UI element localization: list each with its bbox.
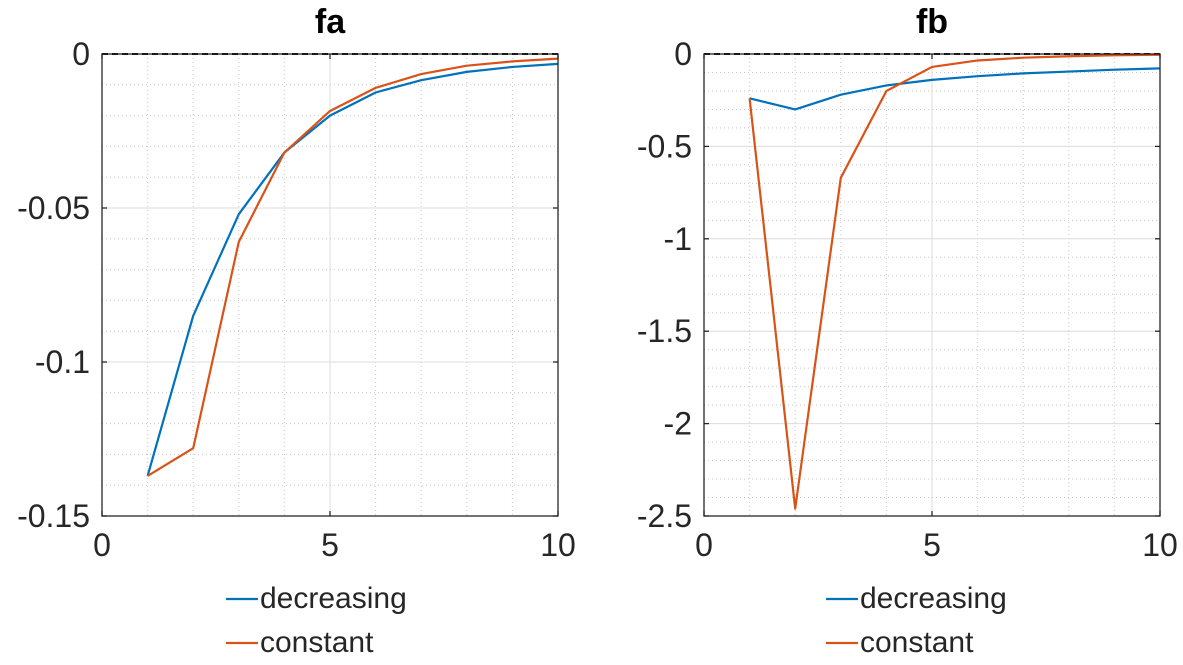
x-tick-label: 5 xyxy=(923,527,941,563)
chart-title: fb xyxy=(916,3,948,41)
y-tick-label: -0.15 xyxy=(17,498,90,534)
x-tick-label: 10 xyxy=(1142,527,1178,563)
y-tick-label: -0.1 xyxy=(35,344,90,380)
y-tick-label: -0.5 xyxy=(637,128,692,164)
series-line-constant xyxy=(147,57,559,477)
tick-marks xyxy=(703,53,1161,517)
y-tick-label: -2 xyxy=(664,406,692,442)
y-tick-label: -1 xyxy=(664,221,692,257)
legend-label-constant: constant xyxy=(860,626,974,659)
y-tick-label: -0.05 xyxy=(17,190,90,226)
x-tick-label: 10 xyxy=(540,527,576,563)
series-line-decreasing xyxy=(749,67,1161,111)
y-tick-label: -1.5 xyxy=(637,313,692,349)
series-line-decreasing xyxy=(146,62,559,477)
chart-title: fa xyxy=(315,3,346,41)
chart-fb: 0 5 10 0 -0.5 -1 -1.5 -2 -2.5 fb decreasing constan… xyxy=(637,3,1178,659)
x-tick-label: 5 xyxy=(321,527,339,563)
tick-marks xyxy=(101,53,559,517)
series-line-constant xyxy=(748,53,1161,510)
legend-label-constant: constant xyxy=(260,626,374,659)
y-tick-label: 0 xyxy=(674,36,692,72)
legend: decreasing constant xyxy=(826,582,1007,659)
legend: decreasing constant xyxy=(226,582,407,659)
x-tick-label: 0 xyxy=(93,527,111,563)
legend-label-decreasing: decreasing xyxy=(260,582,407,615)
chart-fa: 0 5 10 0 -0.05 -0.1 -0.15 fa decreasing constant xyxy=(17,3,576,659)
legend-label-decreasing: decreasing xyxy=(860,582,1007,615)
y-tick-label: 0 xyxy=(72,36,90,72)
y-tick-label: -2.5 xyxy=(637,498,692,534)
x-tick-label: 0 xyxy=(695,527,713,563)
